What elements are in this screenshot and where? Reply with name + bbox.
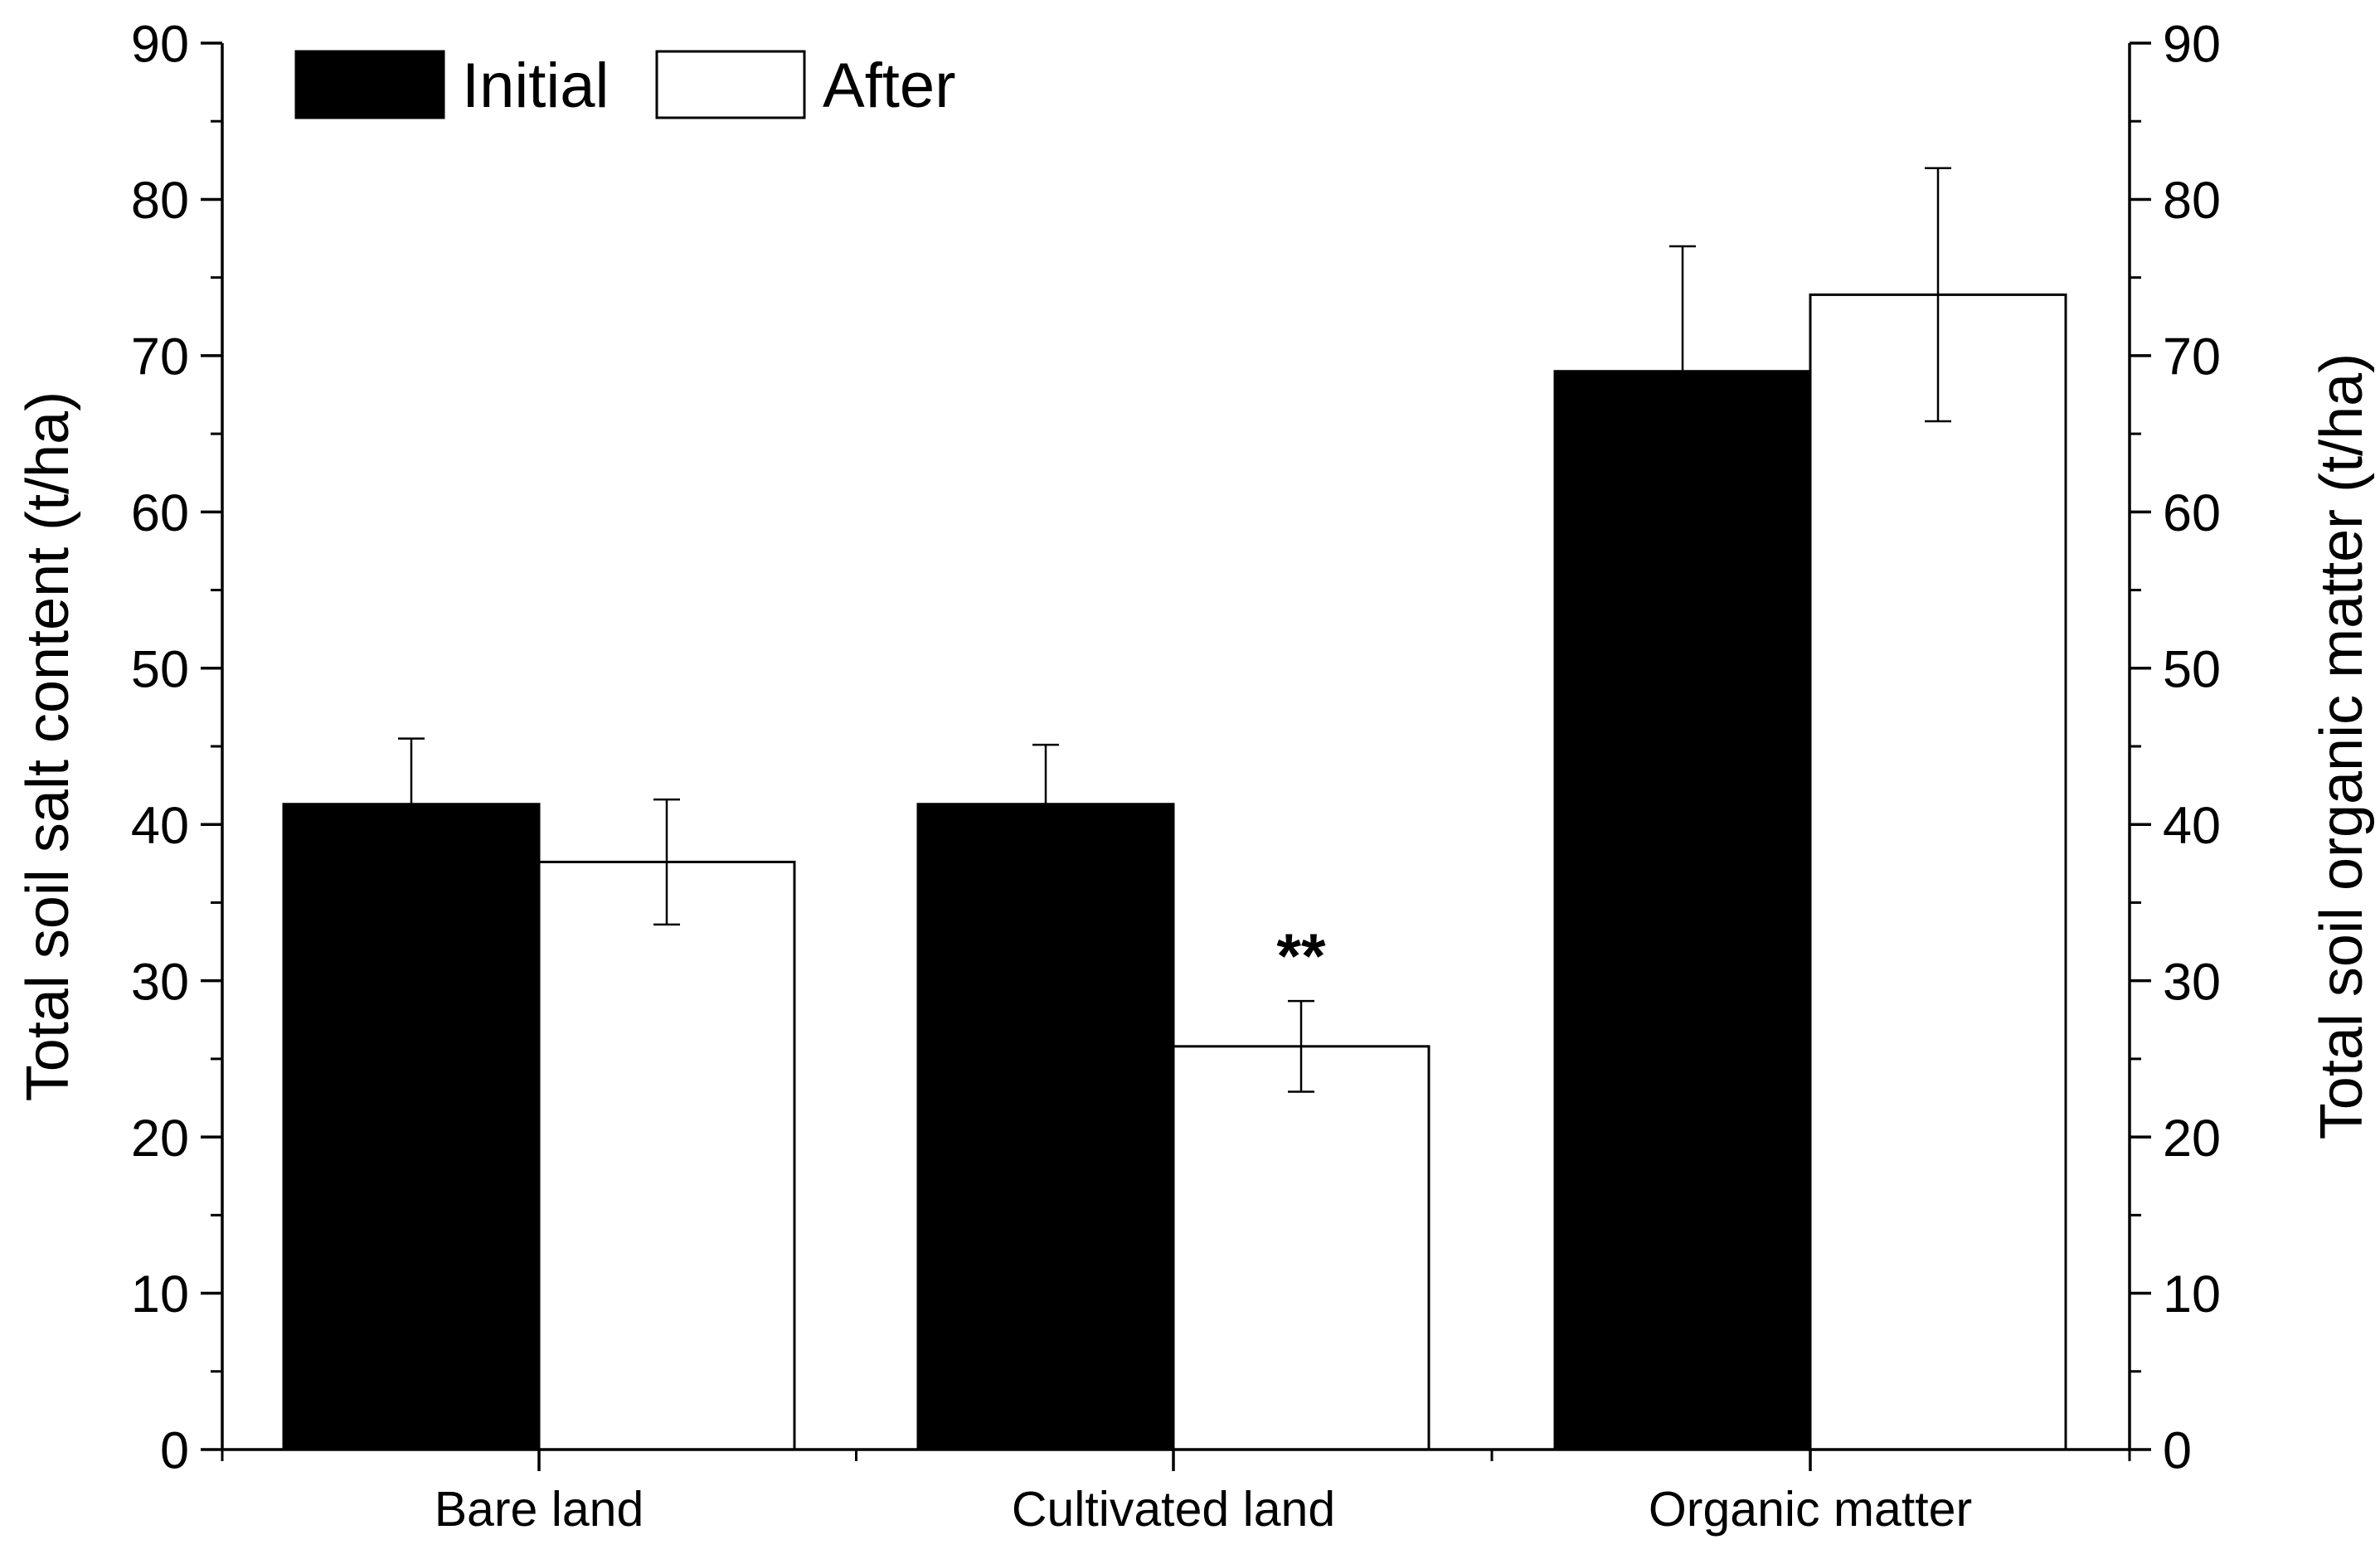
x-tick-label: Organic matter [1649,1482,1972,1537]
bar-after-1 [537,860,796,1451]
right-y-tick-label: 20 [2163,1110,2221,1168]
left-y-tick-label: 80 [131,172,189,230]
left-y-tick-label: 20 [131,1110,189,1168]
right-y-tick-label: 30 [2163,953,2221,1011]
left-y-tick-label: 70 [131,328,189,386]
left-y-tick-label: 90 [131,16,189,74]
significance-marker: ** [1276,921,1326,992]
left-y-tick-label: 50 [131,640,189,698]
legend: Initial After [294,50,956,121]
right-y-tick-label: 50 [2163,640,2221,698]
axes-layer [201,41,2151,1471]
legend-swatch-initial [294,50,445,119]
right-y-tick-label: 80 [2163,172,2221,230]
left-y-tick-label: 0 [160,1422,189,1480]
right-y-tick-label: 70 [2163,328,2221,386]
legend-swatch-after [655,50,806,119]
left-y-tick-label: 30 [131,953,189,1011]
bar-initial-2 [916,803,1175,1451]
left-y-axis-title: Total soil salt content (t/ha) [15,391,81,1101]
right-y-tick-label: 10 [2163,1265,2221,1323]
right-y-tick-label: 0 [2163,1422,2192,1480]
bar-after-3 [1809,293,2067,1451]
x-tick-label: Bare land [435,1482,644,1537]
labels-layer: 0 0 10 10 20 20 30 30 40 40 50 50 60 60 70 70 80 80 90 90 Ba… [15,16,2375,1537]
error-bars-layer [398,167,1951,1093]
left-y-tick-label: 10 [131,1265,189,1323]
left-y-tick-label: 60 [131,484,189,542]
bars-layer [282,293,2067,1451]
legend-label-initial: Initial [462,51,609,121]
right-y-axis-title: Total soil organic matter (t/ha) [2309,353,2375,1139]
right-y-tick-label: 60 [2163,484,2221,542]
left-y-tick-label: 40 [131,797,189,855]
legend-label-after: After [823,51,956,121]
bar-after-2 [1172,1045,1430,1451]
bar-initial-3 [1553,370,1812,1451]
right-y-tick-label: 40 [2163,797,2221,855]
bar-initial-1 [282,803,541,1451]
x-tick-label: Cultivated land [1012,1482,1335,1537]
right-y-tick-label: 90 [2163,16,2221,74]
